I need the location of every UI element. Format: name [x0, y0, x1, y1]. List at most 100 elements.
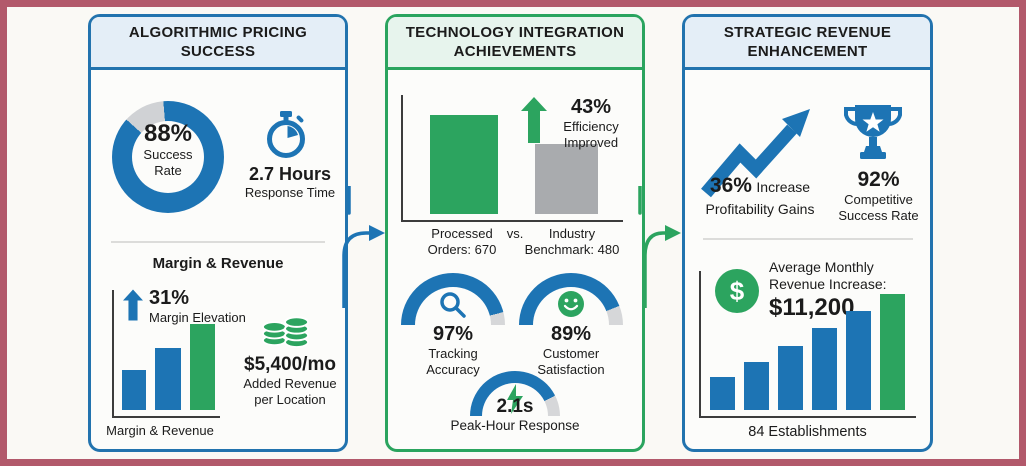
efficiency-block: 43% Efficiency Improved: [546, 95, 636, 150]
peak-hour-label: Peak-Hour Response: [450, 418, 580, 433]
success-rate-label2: Rate: [154, 162, 182, 178]
added-revenue-label2: per Location: [254, 391, 326, 407]
panel3-title-line2: ENHANCEMENT: [747, 43, 868, 60]
profitability-block: 36% Increase Profitability Gains: [691, 174, 829, 218]
p2-chart-x-axis: [401, 220, 623, 222]
monthly-revenue-block: Average Monthly Revenue Increase: $11,20…: [769, 259, 919, 323]
p1-chart-y-axis: [112, 290, 114, 416]
bar: [744, 362, 769, 410]
magnifier-icon: [440, 292, 466, 318]
panel3-divider: [703, 238, 913, 240]
benchmark-label-line2: Benchmark: 480: [524, 241, 620, 257]
competitive-block: 92% Competitive Success Rate: [831, 167, 926, 223]
profitability-suffix: Increase: [756, 179, 811, 195]
flow-arrow-icon: [638, 186, 681, 308]
customer-satisfaction-label1: Customer: [542, 346, 600, 361]
bar: [880, 294, 905, 410]
coins-icon: [261, 316, 310, 349]
panel3-header: STRATEGIC REVENUE ENHANCEMENT: [685, 17, 930, 70]
flow-arrow-icon: [342, 186, 385, 308]
panel1-title-line2: SUCCESS: [180, 43, 256, 60]
efficiency-value: 43%: [570, 96, 612, 118]
trophy-icon: [844, 105, 902, 159]
competitive-value: 92%: [857, 168, 900, 191]
panel3-title-line1: STRATEGIC REVENUE: [723, 24, 892, 41]
profitability-value: 36%: [709, 174, 752, 197]
success-rate-value: 88%: [143, 120, 193, 147]
panel1-header: ALGORITHMIC PRICING SUCCESS: [91, 17, 345, 70]
establishments-label: 84 Establishments: [748, 424, 867, 440]
profitability-label: Profitability Gains: [705, 201, 815, 217]
bar: [155, 348, 181, 410]
peak-hour-gauge: [470, 371, 560, 416]
panel-strategic-revenue: STRATEGIC REVENUE ENHANCEMENT 36% Increa…: [682, 14, 933, 452]
tracking-accuracy-label2: Accuracy: [426, 361, 480, 377]
added-revenue-value: $5,400/mo: [244, 354, 336, 375]
orders-label-line1: Processed: [431, 226, 493, 241]
panel2-title-line1: TECHNOLOGY INTEGRATION: [405, 24, 625, 41]
up-arrow-icon: [123, 289, 143, 321]
vs-label: vs.: [506, 226, 524, 241]
efficiency-label2: Improved: [563, 134, 619, 150]
panel2-header: TECHNOLOGY INTEGRATION ACHIEVEMENTS: [388, 17, 642, 70]
p3-chart-y-axis: [699, 271, 701, 416]
bar: [122, 370, 146, 410]
bar: [778, 346, 803, 410]
bar: [846, 311, 871, 410]
trending-up-icon: [701, 109, 810, 198]
dollar-icon: $: [715, 269, 759, 313]
peak-hour-value: 2.1s: [496, 396, 534, 417]
competitive-label2: Success Rate: [838, 207, 919, 223]
customer-satisfaction-block: 89% Customer Satisfaction: [519, 322, 623, 377]
margin-elevation-block: 31% Margin Elevation: [149, 286, 246, 326]
bar: [535, 144, 598, 214]
smiley-icon: [558, 291, 584, 317]
benchmark-label: Industry Benchmark: 480: [516, 226, 628, 257]
bar: [190, 324, 215, 410]
response-time-block: 2.7 Hours Response Time: [221, 163, 359, 201]
panel1-divider: [111, 241, 325, 243]
bar: [710, 377, 735, 410]
p2-chart-y-axis: [401, 95, 403, 221]
margin-revenue-heading: Margin & Revenue: [152, 255, 284, 272]
panel1-title-line1: ALGORITHMIC PRICING: [128, 24, 308, 41]
margin-elevation-label: Margin Elevation: [149, 310, 246, 325]
orders-label-line2: Orders: 670: [427, 241, 497, 257]
tracking-accuracy-value: 97%: [432, 323, 474, 345]
customer-satisfaction-gauge: [519, 273, 623, 325]
monthly-revenue-label2: Revenue Increase:: [769, 276, 887, 292]
donut-hole: [132, 121, 204, 193]
orders-label: Processed Orders: 670: [406, 226, 518, 257]
tracking-accuracy-label1: Tracking: [428, 346, 478, 361]
up-arrow-icon: [521, 97, 547, 143]
panel2-title-line2: ACHIEVEMENTS: [453, 43, 577, 60]
margin-elevation-value: 31%: [149, 287, 190, 309]
competitive-label1: Competitive: [844, 192, 913, 207]
panel-technology-integration: TECHNOLOGY INTEGRATION ACHIEVEMENTS 43% …: [385, 14, 645, 452]
peak-hour-block: 2.1s Peak-Hour Response: [435, 395, 595, 434]
success-rate-label1: Success: [143, 147, 193, 162]
monthly-revenue-label1: Average Monthly: [769, 259, 874, 275]
establishments-bar-chart: [710, 294, 905, 410]
efficiency-label1: Efficiency: [563, 119, 619, 134]
monthly-revenue-value: $11,200: [769, 294, 855, 321]
added-revenue-label1: Added Revenue: [243, 376, 337, 391]
stopwatch-icon: [267, 111, 305, 158]
orders-benchmark-bar-chart: [430, 115, 598, 214]
tracking-accuracy-gauge: [401, 273, 505, 325]
added-revenue-block: $5,400/mo Added Revenue per Location: [215, 353, 365, 407]
donut-text: 88% Success Rate: [112, 121, 224, 178]
bar: [430, 115, 498, 214]
tracking-accuracy-block: 97% Tracking Accuracy: [401, 322, 505, 377]
margin-revenue-bar-chart: [122, 324, 215, 410]
success-rate-donut: 88% Success Rate: [112, 101, 224, 213]
customer-satisfaction-label2: Satisfaction: [537, 361, 605, 377]
customer-satisfaction-value: 89%: [550, 323, 592, 345]
bolt-icon: [507, 384, 523, 414]
response-time-value: 2.7 Hours: [248, 164, 332, 184]
p1-chart-x-axis: [112, 416, 220, 418]
p3-chart-x-axis: [699, 416, 916, 418]
response-time-label: Response Time: [244, 185, 336, 200]
bar: [812, 328, 837, 410]
